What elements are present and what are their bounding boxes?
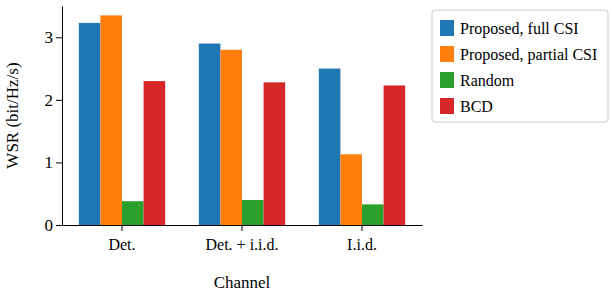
legend-label: Random [460,72,515,89]
bar [199,44,221,225]
x-tick-label: Det. [108,236,135,253]
legend-swatch [440,72,454,88]
plot: 0 1 2 3 Det. Det. + i.i.d. I.i.d. [45,7,423,254]
bar [384,85,406,225]
chart: 0 1 2 3 Det. Det. + i.i.d. I.i.d. Channel WSR (b… [0,0,612,298]
bar [144,81,166,225]
legend-swatch [440,20,454,36]
legend-item: Proposed, partial CSI [440,46,597,64]
legend-frame [432,10,608,122]
y-tick: 1 [45,153,63,172]
bar [122,201,144,225]
y-axis-title: WSR (bit/Hz/s) [3,62,22,168]
x-tick-mark [362,225,363,231]
x-tick-mark [242,225,243,231]
bars [79,15,405,225]
legend-item: Random [440,72,515,89]
legend-swatch [440,46,454,62]
y-tick: 3 [45,28,63,47]
bar [100,15,122,225]
x-axis: Det. Det. + i.i.d. I.i.d. [63,225,423,253]
bar [362,204,384,225]
legend-label: Proposed, full CSI [460,20,579,38]
y-tick-mark [56,225,62,226]
x-tick-mark [122,225,123,231]
legend-label: Proposed, partial CSI [460,46,597,64]
y-tick-mark [56,162,62,163]
y-tick-label: 3 [45,28,54,47]
bar [264,82,286,225]
legend: Proposed, full CSI Proposed, partial CSI R… [432,10,608,122]
y-axis: 0 1 2 3 [45,7,63,235]
legend-label: BCD [460,98,493,115]
x-tick-label: I.i.d. [347,236,377,253]
bar [242,200,264,225]
bar [319,69,341,225]
y-tick: 0 [45,216,63,235]
bar [340,154,362,225]
x-tick: I.i.d. [347,225,377,253]
y-tick-label: 0 [45,216,54,235]
legend-item: Proposed, full CSI [440,20,579,38]
y-tick-mark [56,37,62,38]
x-tick: Det. + i.i.d. [205,225,278,253]
y-tick-mark [56,100,62,101]
y-tick: 2 [45,91,63,110]
x-axis-title: Channel [214,273,271,292]
bar [79,23,101,225]
x-tick-label: Det. + i.i.d. [205,236,278,253]
x-tick: Det. [108,225,135,253]
bar [220,50,242,225]
y-tick-label: 1 [45,153,54,172]
y-axis-line [62,7,63,226]
legend-swatch [440,98,454,114]
y-tick-label: 2 [45,91,54,110]
legend-item: BCD [440,98,493,115]
